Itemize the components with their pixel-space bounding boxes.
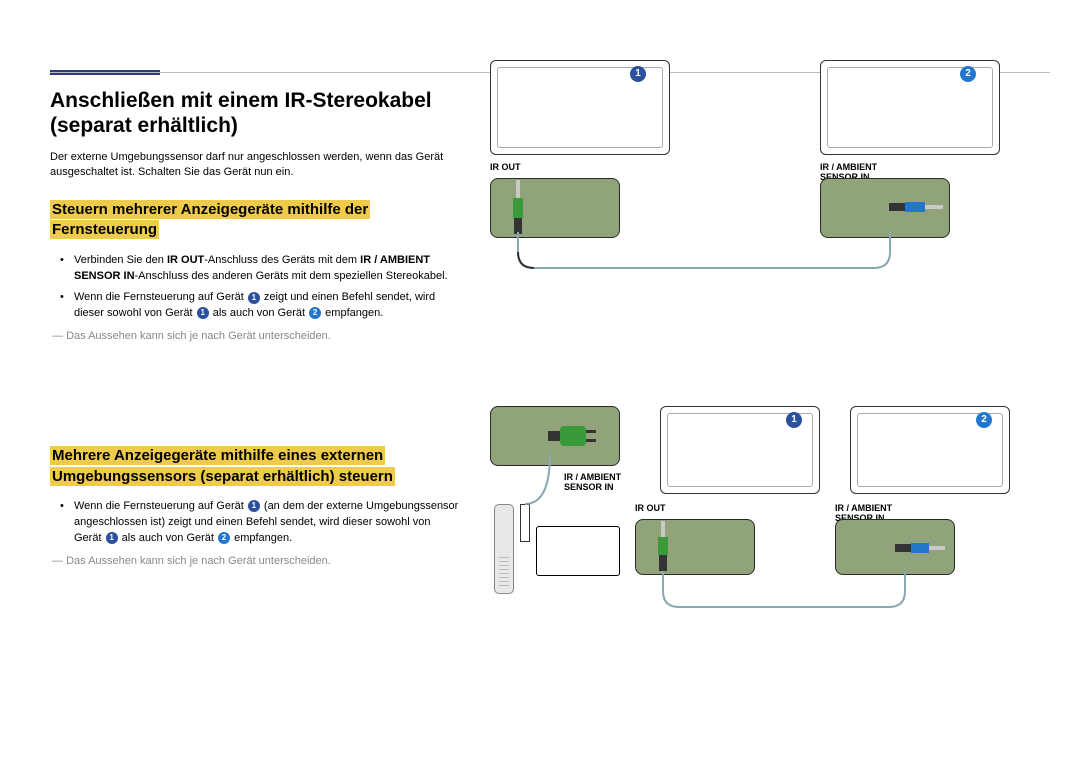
- section2-heading: Mehrere Anzeigegeräte mithilfe eines ext…: [50, 446, 460, 487]
- section1-heading: Steuern mehrerer Anzeigegeräte mithilfe …: [50, 200, 460, 241]
- cable-icon: [525, 454, 555, 509]
- badge-1-icon: 1: [248, 292, 260, 304]
- cable-icon: [514, 232, 894, 272]
- jack-green-icon: [510, 180, 526, 236]
- jack-blue-icon: [887, 199, 943, 215]
- plug-icon: [548, 423, 608, 449]
- badge-1-icon: 1: [197, 307, 209, 319]
- page-title: Anschließen mit einem IR-Stereokabel (se…: [50, 88, 460, 138]
- irout-label: IR OUT: [635, 504, 666, 514]
- badge-1-icon: 1: [248, 500, 260, 512]
- cable-icon: [659, 571, 909, 611]
- receiver-box: [536, 526, 620, 576]
- intro-text: Der externe Umgebungssensor darf nur ang…: [50, 150, 460, 180]
- badge-2-icon: 2: [960, 66, 976, 82]
- irout-label: IR OUT: [490, 163, 521, 173]
- badge-2-icon: 2: [976, 412, 992, 428]
- ir-sensor-icon: [520, 504, 530, 542]
- badge-2-icon: 2: [309, 307, 321, 319]
- badge-2-icon: 2: [218, 532, 230, 544]
- diagrams: 1 2 IR OUT IR / AMBIENTSENSOR IN: [480, 50, 1050, 690]
- remote-icon: [494, 504, 514, 594]
- section1-bullets: Verbinden Sie den IR OUT-Anschluss des G…: [60, 253, 460, 323]
- badge-1-icon: 1: [106, 532, 118, 544]
- irambient-label: IR / AMBIENTSENSOR IN: [564, 473, 621, 493]
- jack-green-icon: [655, 521, 671, 573]
- port-box: [635, 519, 755, 575]
- section1-note: Das Aussehen kann sich je nach Gerät unt…: [52, 330, 460, 342]
- section2-bullets: Wenn die Fernsteuerung auf Gerät 1 (an d…: [60, 499, 460, 547]
- section2-note: Das Aussehen kann sich je nach Gerät unt…: [52, 555, 460, 567]
- badge-1-icon: 1: [630, 66, 646, 82]
- jack-blue-icon: [893, 540, 945, 556]
- badge-1-icon: 1: [786, 412, 802, 428]
